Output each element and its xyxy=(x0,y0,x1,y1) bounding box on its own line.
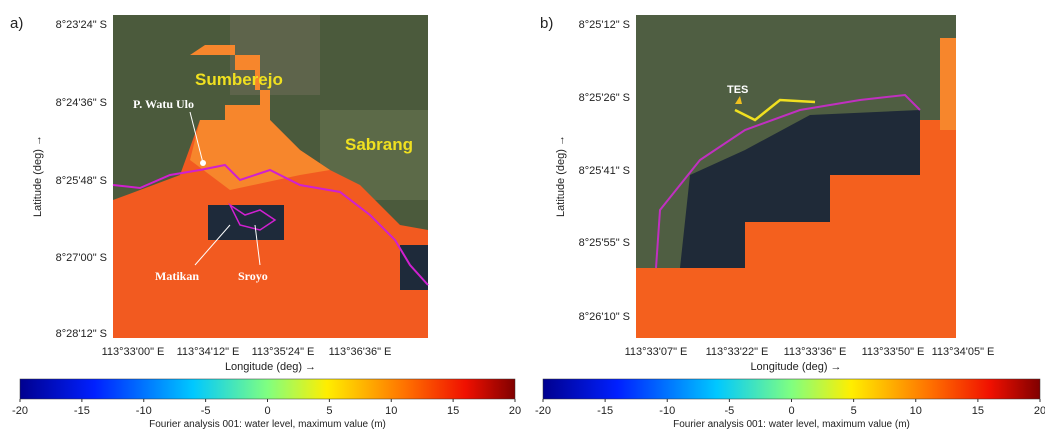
place-label: TES xyxy=(727,84,748,96)
place-label: Sumberejo xyxy=(195,70,283,89)
colorbar-tick-label: -20 xyxy=(535,405,551,417)
y-tick-label: 8°26'10" S xyxy=(579,311,630,323)
colorbar-tick-label: 10 xyxy=(910,405,922,417)
x-tick-label: 113°33'07" E xyxy=(625,346,688,358)
y-tick-label: 8°25'12" S xyxy=(579,19,630,31)
place-label: P. Watu Ulo xyxy=(133,97,194,111)
colorbar-tick-label: 10 xyxy=(385,405,397,417)
map-a: Sumberejo Sabrang P. Watu Ulo Matikan Sr… xyxy=(113,15,428,338)
x-tick-label: 113°33'50" E xyxy=(862,346,925,358)
colorbar xyxy=(543,379,1040,399)
colorbar-tick-label: -5 xyxy=(201,405,211,417)
y-axis-title: Latitude (deg) → xyxy=(32,135,44,217)
colorbar-tick-label: -15 xyxy=(597,405,613,417)
x-axis-title: Longitude (deg) → xyxy=(750,361,841,373)
x-tick-label: 113°33'36" E xyxy=(784,346,847,358)
y-tick-label: 8°25'26" S xyxy=(579,92,630,104)
colorbar-tick-label: 15 xyxy=(447,405,459,417)
colorbar-tick-label: 15 xyxy=(972,405,984,417)
place-label: Sroyo xyxy=(238,269,268,283)
y-tick-label: 8°25'41" S xyxy=(579,165,630,177)
colorbar-tick-label: 5 xyxy=(851,405,857,417)
colorbar-title: Fourier analysis 001: water level, maxim… xyxy=(673,419,910,430)
colorbar-tick-label: -20 xyxy=(12,405,28,417)
colorbar-tick-label: 5 xyxy=(326,405,332,417)
x-tick-label: 113°33'00" E xyxy=(102,346,165,358)
colorbar-tick-label: -5 xyxy=(724,405,734,417)
colorbar-tick-label: -15 xyxy=(74,405,90,417)
y-tick-label: 8°28'12" S xyxy=(56,328,107,340)
x-tick-label: 113°34'05" E xyxy=(932,346,995,358)
figure: Sumberejo Sabrang P. Watu Ulo Matikan Sr… xyxy=(0,0,1045,430)
colorbar-tick-label: 20 xyxy=(509,405,521,417)
colorbar xyxy=(20,379,515,399)
map-b: TES xyxy=(636,15,956,338)
panel-label: b) xyxy=(540,15,553,32)
x-tick-label: 113°33'22" E xyxy=(706,346,769,358)
colorbar-title: Fourier analysis 001: water level, maxim… xyxy=(149,419,386,430)
y-tick-label: 8°25'48" S xyxy=(56,175,107,187)
colorbar-tick-label: 0 xyxy=(264,405,270,417)
place-label: Matikan xyxy=(155,269,199,283)
y-tick-label: 8°27'00" S xyxy=(56,252,107,264)
y-tick-label: 8°24'36" S xyxy=(56,97,107,109)
x-tick-label: 113°34'12" E xyxy=(177,346,240,358)
place-label: Sabrang xyxy=(345,135,413,154)
x-tick-label: 113°36'36" E xyxy=(329,346,392,358)
x-axis-title: Longitude (deg) → xyxy=(225,361,316,373)
y-axis-title: Latitude (deg) → xyxy=(555,135,567,217)
colorbar-tick-label: -10 xyxy=(659,405,675,417)
y-tick-label: 8°25'55" S xyxy=(579,237,630,249)
colorbar-tick-label: 0 xyxy=(788,405,794,417)
x-tick-label: 113°35'24" E xyxy=(252,346,315,358)
y-tick-label: 8°23'24" S xyxy=(56,19,107,31)
panel-label: a) xyxy=(10,15,23,32)
colorbar-tick-label: 20 xyxy=(1034,405,1045,417)
colorbar-tick-label: -10 xyxy=(136,405,152,417)
